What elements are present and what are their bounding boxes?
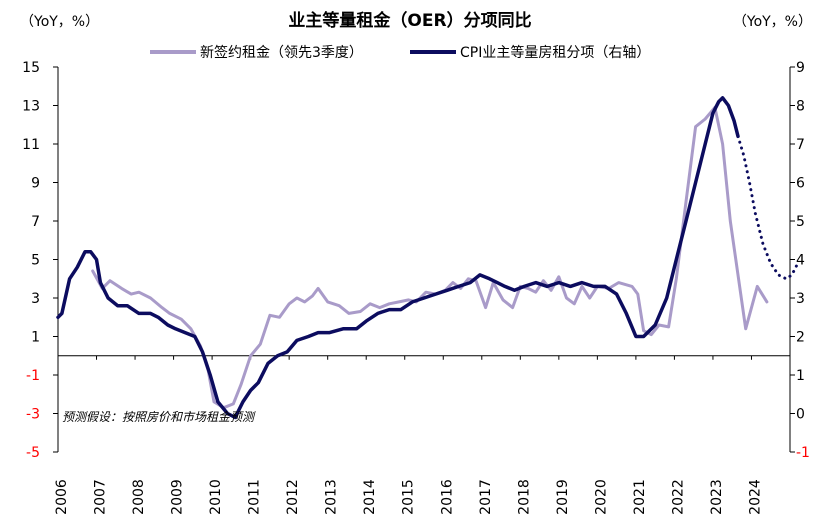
x-tick-label: 2010 xyxy=(208,479,224,515)
left-y-tick-label: 7 xyxy=(31,214,40,230)
x-tick-label: 2014 xyxy=(362,479,378,515)
right-y-tick-label: 5 xyxy=(796,214,805,230)
x-tick-label: 2009 xyxy=(170,479,186,515)
left-y-tick-label: 3 xyxy=(31,291,40,307)
left-y-tick-label: 5 xyxy=(31,253,40,269)
series-cpi-oer-forecast xyxy=(736,134,800,281)
left-y-tick-label: -1 xyxy=(26,368,40,384)
x-tick-label: 2011 xyxy=(247,479,263,515)
left-y-tick-label: 15 xyxy=(22,60,40,76)
x-tick-label: 2007 xyxy=(93,479,109,515)
right-y-tick-label: 7 xyxy=(796,137,805,153)
series-cpi-oer xyxy=(56,96,740,420)
x-tick-label: 2024 xyxy=(747,479,763,515)
x-tick-label: 2006 xyxy=(54,479,70,515)
x-tick-label: 2018 xyxy=(516,479,532,515)
x-tick-label: 2020 xyxy=(593,479,609,515)
axes: 15 13 11 9 7 5 3 1 -1 -3 -5 9 8 7 6 5 4 3 2 1 0 -1 2006 2007 200… xyxy=(22,60,810,515)
right-y-tick-label: 8 xyxy=(796,99,805,115)
right-y-tick-label: 0 xyxy=(796,407,805,423)
right-y-tick-label: 3 xyxy=(796,291,805,307)
right-y-tick-label: 9 xyxy=(796,60,805,76)
x-tick-label: 2016 xyxy=(439,479,455,515)
forecast-annotation: 预测假设：按照房价和市场租金预测 xyxy=(62,410,256,424)
right-y-tick-label: 1 xyxy=(796,368,805,384)
legend: 新签约租金（领先3季度） CPI业主等量房租分项（右轴） xyxy=(150,44,650,61)
x-tick-label: 2021 xyxy=(632,479,648,515)
right-y-tick-label: -1 xyxy=(796,445,810,461)
right-y-tick-label: 4 xyxy=(796,253,805,269)
x-tick-label: 2015 xyxy=(401,479,417,515)
left-y-tick-label: -3 xyxy=(26,407,40,423)
legend-label-cpi-oer: CPI业主等量房租分项（右轴） xyxy=(460,44,650,61)
right-y-tick-label: 2 xyxy=(796,330,805,346)
x-tick-label: 2008 xyxy=(131,479,147,515)
x-tick-label: 2023 xyxy=(709,479,725,515)
left-y-tick-label: 1 xyxy=(31,330,40,346)
chart-title: 业主等量租金（OER）分项同比 xyxy=(288,10,531,31)
left-y-tick-label: 13 xyxy=(22,99,40,115)
left-axis-unit: （YoY，%） xyxy=(20,14,99,30)
x-tick-label: 2012 xyxy=(285,479,301,515)
legend-label-new-lease-rent: 新签约租金（领先3季度） xyxy=(200,44,363,61)
left-y-tick-label: -5 xyxy=(26,445,40,461)
series-new-lease-rent xyxy=(91,105,769,410)
series-layer xyxy=(56,96,800,420)
x-tick-label: 2019 xyxy=(555,479,571,515)
x-tick-label: 2022 xyxy=(670,479,686,515)
right-y-tick-label: 6 xyxy=(796,176,805,192)
x-tick-label: 2017 xyxy=(478,479,494,515)
x-tick-label: 2013 xyxy=(324,479,340,515)
right-axis-unit: （YoY，%） xyxy=(733,14,812,30)
left-y-tick-label: 9 xyxy=(31,176,40,192)
left-y-tick-label: 11 xyxy=(22,137,40,153)
